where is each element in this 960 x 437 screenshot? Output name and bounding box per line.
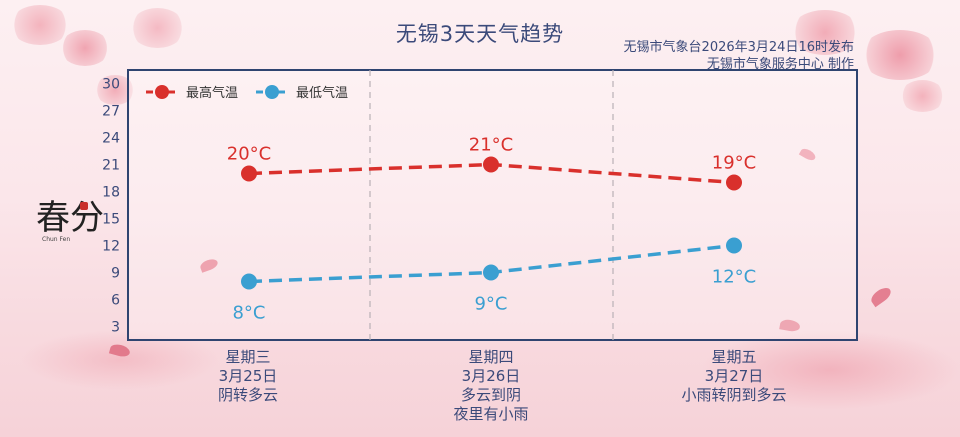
logo-seal (80, 202, 88, 210)
y-tick-label: 9 (111, 266, 120, 282)
issuer-line: 无锡市气象台2026年3月24日16时发布 (623, 40, 854, 55)
day-weather-night: 夜里有小雨 (453, 405, 529, 423)
y-tick-label: 24 (102, 131, 120, 147)
low-temp-point (483, 264, 499, 281)
blossom-decoration (130, 8, 185, 48)
low-temp-label: 9°C (474, 294, 507, 315)
y-tick-label: 6 (111, 293, 120, 309)
y-tick-label: 30 (102, 77, 120, 93)
blossom-decoration (10, 5, 70, 45)
high-temp-point (726, 174, 742, 191)
day-weekday: 星期四 (468, 348, 514, 366)
high-temp-point (483, 156, 499, 173)
blossom-decoration (790, 10, 860, 55)
high-temp-label: 19°C (712, 153, 756, 174)
y-tick-label: 21 (102, 158, 120, 174)
legend-marker (265, 85, 279, 99)
logo-text: 春分 (36, 198, 104, 238)
day-weather: 阴转多云 (217, 386, 278, 404)
solar-term-logo: 春分 Chun Fen (36, 190, 106, 260)
day-date: 3月27日 (704, 367, 764, 385)
day-date: 3月25日 (218, 367, 278, 385)
blossom-decoration (860, 30, 940, 80)
day-weather: 多云到阴 (460, 386, 521, 404)
day-date: 3月26日 (461, 367, 521, 385)
blossom-decoration (700, 330, 960, 410)
y-tick-label: 18 (102, 185, 120, 201)
high-temp-label: 21°C (469, 135, 513, 156)
legend-label: 最低气温 (296, 85, 348, 101)
logo-en-text: Chun Fen (42, 236, 71, 243)
blossom-decoration (60, 30, 110, 66)
day-weekday: 星期三 (225, 348, 271, 366)
day-column: 星期四 3月26日 多云到阴 夜里有小雨 (391, 348, 591, 424)
chart-title: 无锡3天天气趋势 (395, 22, 565, 46)
y-tick-label: 27 (102, 104, 120, 120)
producer-line: 无锡市气象服务中心 制作 (706, 57, 854, 72)
high-temp-point (241, 165, 257, 182)
day-weather: 小雨转阴到多云 (681, 386, 787, 404)
y-tick-label: 12 (102, 239, 120, 255)
blossom-decoration (900, 80, 945, 112)
low-temp-label: 12°C (712, 267, 756, 288)
day-weekday: 星期五 (711, 348, 757, 366)
low-temp-label: 8°C (232, 303, 265, 324)
plot-frame (127, 69, 858, 341)
low-temp-point (241, 273, 257, 290)
day-column: 星期三 3月25日 阴转多云 (148, 348, 348, 405)
day-column: 星期五 3月27日 小雨转阴到多云 (634, 348, 834, 405)
legend-marker (155, 85, 169, 99)
legend-label: 最高气温 (186, 85, 238, 101)
high-temp-label: 20°C (227, 144, 271, 165)
y-tick-label: 3 (111, 320, 120, 336)
y-tick-label: 15 (102, 212, 120, 228)
low-temp-point (726, 237, 742, 254)
